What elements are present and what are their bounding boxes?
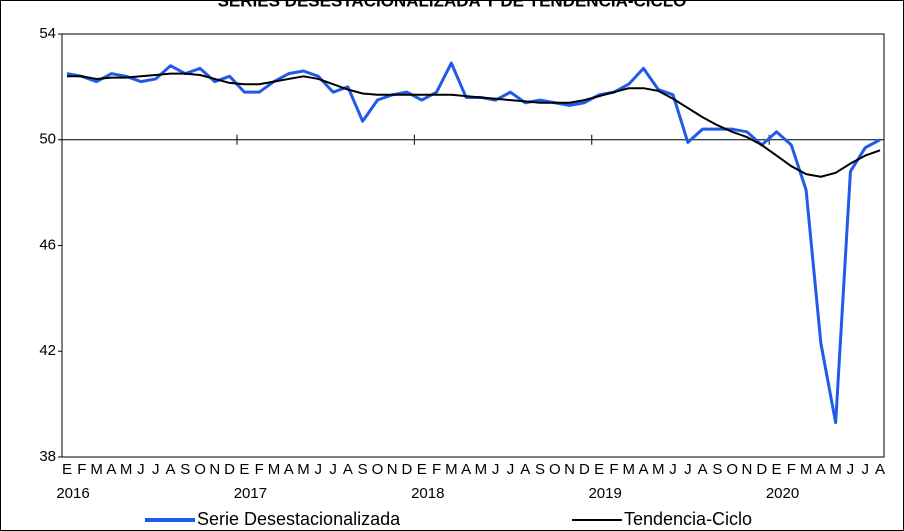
x-tick-label: F	[77, 461, 86, 478]
chart-title: SERIES DESESTACIONALIZADA Y DE TENDENCIA…	[218, 0, 687, 10]
year-label: 2016	[56, 485, 89, 502]
x-tick-label: E	[62, 461, 72, 478]
x-tick-label: D	[224, 461, 235, 478]
year-label: 2020	[766, 485, 799, 502]
x-tick-label: F	[787, 461, 796, 478]
x-tick-label: A	[698, 461, 708, 478]
x-tick-label: M	[622, 461, 635, 478]
x-tick-label: A	[638, 461, 648, 478]
y-tick-label: 50	[39, 131, 56, 148]
x-tick-label: M	[120, 461, 133, 478]
x-tick-label: F	[255, 461, 264, 478]
x-tick-label: A	[816, 461, 826, 478]
x-tick-label: O	[372, 461, 384, 478]
x-tick-label: M	[475, 461, 488, 478]
x-tick-label: N	[387, 461, 398, 478]
x-tick-label: N	[209, 461, 220, 478]
x-tick-label: J	[684, 461, 692, 478]
x-tick-label: N	[742, 461, 753, 478]
x-tick-label: S	[535, 461, 545, 478]
x-tick-label: A	[284, 461, 294, 478]
x-tick-label: S	[358, 461, 368, 478]
x-tick-label: J	[861, 461, 869, 478]
x-tick-label: D	[579, 461, 590, 478]
x-tick-label: A	[165, 461, 175, 478]
year-label: 2018	[411, 485, 444, 502]
x-tick-label: J	[315, 461, 323, 478]
x-tick-label: E	[417, 461, 427, 478]
x-tick-label: E	[239, 461, 249, 478]
x-tick-label: M	[90, 461, 103, 478]
x-tick-label: F	[432, 461, 441, 478]
legend-label: Serie Desestacionalizada	[197, 509, 401, 529]
x-tick-label: D	[756, 461, 767, 478]
y-tick-label: 38	[39, 448, 56, 465]
x-tick-label: M	[268, 461, 281, 478]
x-tick-label: M	[829, 461, 842, 478]
x-tick-label: J	[329, 461, 337, 478]
x-tick-label: E	[594, 461, 604, 478]
x-tick-label: A	[106, 461, 116, 478]
x-tick-label: D	[402, 461, 413, 478]
x-tick-label: A	[461, 461, 471, 478]
year-label: 2017	[234, 485, 267, 502]
year-label: 2019	[588, 485, 621, 502]
x-tick-label: A	[875, 461, 885, 478]
x-tick-label: E	[772, 461, 782, 478]
x-tick-label: O	[194, 461, 206, 478]
x-tick-label: J	[137, 461, 145, 478]
x-tick-label: M	[800, 461, 813, 478]
x-tick-label: A	[520, 461, 530, 478]
y-tick-label: 54	[39, 25, 56, 42]
x-tick-label: O	[549, 461, 561, 478]
x-tick-label: F	[609, 461, 618, 478]
x-tick-label: J	[152, 461, 160, 478]
x-tick-label: N	[564, 461, 575, 478]
x-tick-label: M	[297, 461, 310, 478]
x-tick-label: O	[726, 461, 738, 478]
x-tick-label: J	[669, 461, 677, 478]
x-tick-label: J	[507, 461, 515, 478]
y-tick-label: 42	[39, 342, 56, 359]
x-tick-label: M	[652, 461, 665, 478]
x-tick-label: A	[343, 461, 353, 478]
x-tick-label: J	[492, 461, 500, 478]
series-line	[67, 72, 881, 178]
x-tick-label: S	[180, 461, 190, 478]
legend-label: Tendencia-Ciclo	[624, 509, 752, 529]
x-tick-label: M	[445, 461, 458, 478]
x-tick-label: J	[847, 461, 855, 478]
x-tick-label: S	[712, 461, 722, 478]
y-tick-label: 46	[39, 236, 56, 253]
